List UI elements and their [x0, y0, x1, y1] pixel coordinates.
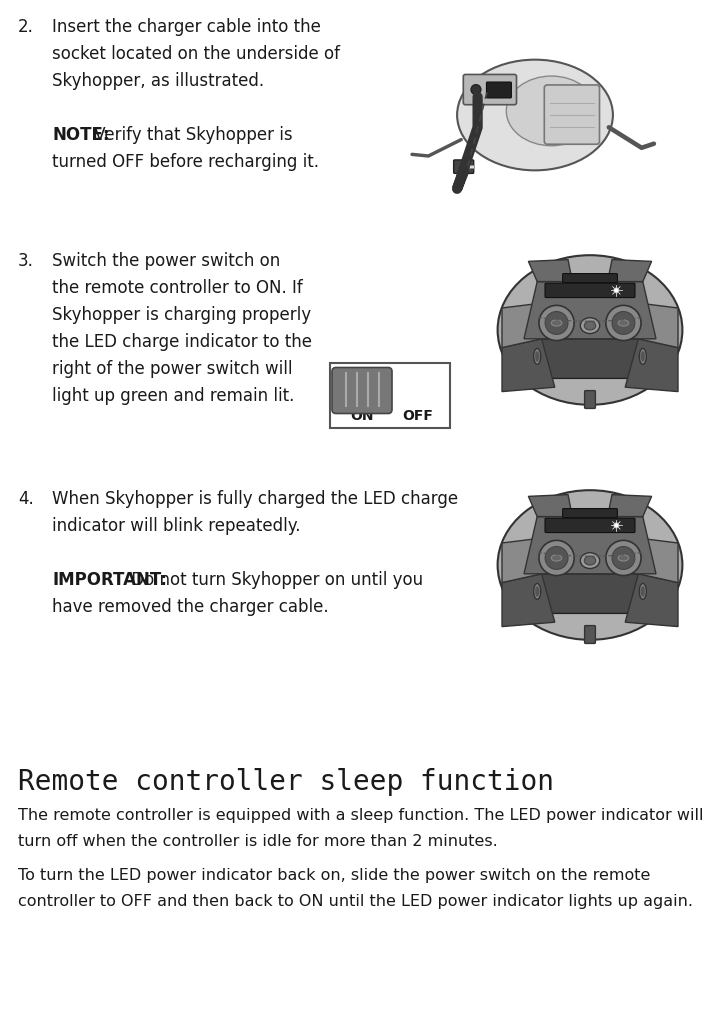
Circle shape: [605, 306, 641, 341]
Text: When Skyhopper is fully charged the LED charge: When Skyhopper is fully charged the LED …: [52, 490, 458, 508]
Text: Verify that Skyhopper is: Verify that Skyhopper is: [89, 126, 293, 144]
Polygon shape: [625, 574, 678, 627]
Text: Do not turn Skyhopper on until you: Do not turn Skyhopper on until you: [126, 571, 423, 589]
Text: the LED charge indicator to the: the LED charge indicator to the: [52, 333, 312, 351]
Polygon shape: [529, 495, 572, 517]
Text: socket located on the underside of: socket located on the underside of: [52, 45, 340, 63]
Text: Remote controller sleep function: Remote controller sleep function: [18, 768, 554, 796]
Polygon shape: [625, 339, 678, 392]
FancyBboxPatch shape: [454, 159, 473, 174]
FancyBboxPatch shape: [545, 283, 635, 297]
FancyBboxPatch shape: [563, 508, 617, 518]
Circle shape: [613, 523, 619, 528]
Text: indicator will blink repeatedly.: indicator will blink repeatedly.: [52, 517, 301, 535]
Polygon shape: [502, 574, 555, 627]
Text: 3.: 3.: [18, 252, 34, 270]
Text: Skyhopper is charging properly: Skyhopper is charging properly: [52, 306, 311, 324]
FancyBboxPatch shape: [584, 391, 595, 409]
Text: ON: ON: [350, 409, 374, 423]
Circle shape: [545, 546, 568, 569]
Text: OFF: OFF: [402, 409, 433, 423]
Polygon shape: [638, 304, 678, 348]
Text: turned OFF before recharging it.: turned OFF before recharging it.: [52, 153, 319, 171]
Polygon shape: [502, 538, 542, 582]
Circle shape: [471, 84, 481, 95]
Polygon shape: [524, 282, 656, 339]
Text: turn off when the controller is idle for more than 2 minutes.: turn off when the controller is idle for…: [18, 833, 498, 849]
Ellipse shape: [534, 583, 541, 599]
Text: the remote controller to ON. If: the remote controller to ON. If: [52, 279, 303, 297]
FancyBboxPatch shape: [545, 519, 635, 533]
Ellipse shape: [506, 76, 597, 146]
Text: Insert the charger cable into the: Insert the charger cable into the: [52, 17, 321, 36]
Text: IMPORTANT:: IMPORTANT:: [52, 571, 167, 589]
FancyBboxPatch shape: [332, 367, 392, 414]
Text: have removed the charger cable.: have removed the charger cable.: [52, 598, 329, 616]
Ellipse shape: [584, 321, 596, 330]
Ellipse shape: [497, 255, 682, 404]
Polygon shape: [502, 339, 555, 392]
Polygon shape: [529, 259, 572, 282]
Circle shape: [539, 540, 574, 575]
Ellipse shape: [640, 587, 645, 597]
FancyBboxPatch shape: [470, 165, 473, 169]
Ellipse shape: [535, 587, 539, 597]
Ellipse shape: [640, 583, 646, 599]
Text: Skyhopper, as illustrated.: Skyhopper, as illustrated.: [52, 72, 264, 90]
Polygon shape: [524, 517, 656, 574]
Circle shape: [613, 288, 619, 293]
Polygon shape: [524, 574, 656, 613]
Circle shape: [612, 546, 635, 569]
Polygon shape: [524, 339, 656, 379]
Polygon shape: [502, 304, 542, 348]
Polygon shape: [608, 495, 652, 517]
Ellipse shape: [580, 318, 600, 333]
Ellipse shape: [457, 60, 613, 171]
Text: light up green and remain lit.: light up green and remain lit.: [52, 387, 294, 405]
Text: controller to OFF and then back to ON until the LED power indicator lights up ag: controller to OFF and then back to ON un…: [18, 894, 693, 909]
Ellipse shape: [584, 557, 596, 565]
Circle shape: [612, 312, 635, 334]
Ellipse shape: [551, 555, 562, 561]
Polygon shape: [638, 538, 678, 582]
Text: 4.: 4.: [18, 490, 33, 508]
FancyBboxPatch shape: [330, 362, 450, 427]
FancyBboxPatch shape: [463, 74, 516, 105]
Text: NOTE:: NOTE:: [52, 126, 110, 144]
FancyBboxPatch shape: [584, 626, 595, 643]
Circle shape: [605, 540, 641, 575]
Ellipse shape: [640, 351, 645, 361]
Text: The remote controller is equipped with a sleep function. The LED power indicator: The remote controller is equipped with a…: [18, 808, 703, 823]
Text: 2.: 2.: [18, 17, 34, 36]
Ellipse shape: [551, 320, 562, 326]
FancyBboxPatch shape: [563, 274, 617, 283]
Ellipse shape: [640, 349, 646, 364]
Text: To turn the LED power indicator back on, slide the power switch on the remote: To turn the LED power indicator back on,…: [18, 868, 650, 883]
Circle shape: [539, 306, 574, 341]
Text: Switch the power switch on: Switch the power switch on: [52, 252, 280, 270]
Ellipse shape: [497, 490, 682, 640]
FancyBboxPatch shape: [486, 82, 511, 98]
Ellipse shape: [534, 349, 541, 364]
Circle shape: [545, 312, 568, 334]
Ellipse shape: [535, 351, 539, 361]
Polygon shape: [608, 259, 652, 282]
FancyBboxPatch shape: [544, 85, 600, 144]
Text: right of the power switch will: right of the power switch will: [52, 360, 293, 378]
Ellipse shape: [580, 553, 600, 568]
Ellipse shape: [618, 555, 629, 561]
Ellipse shape: [618, 320, 629, 326]
